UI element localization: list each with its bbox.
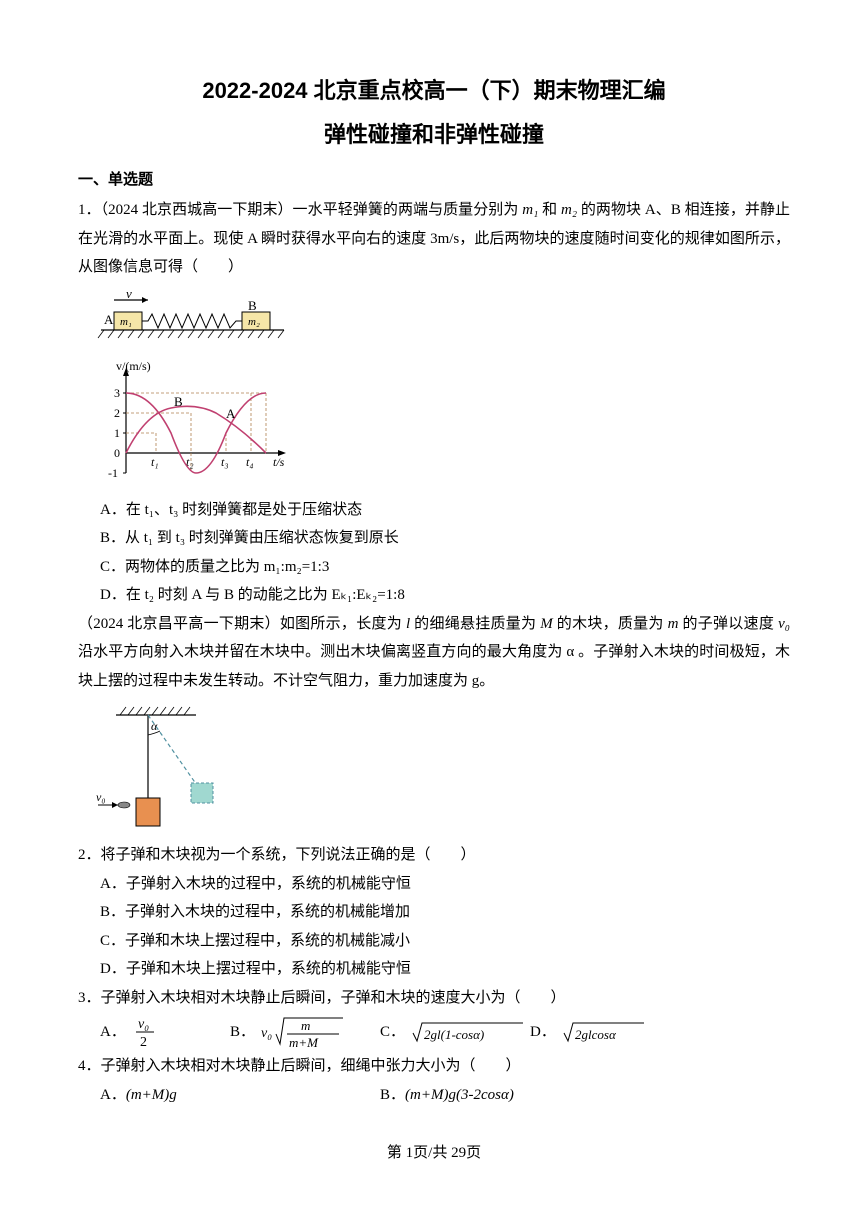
q3-opt-C: C． 2gl(1-cosα) <box>380 1012 530 1052</box>
q1-mid1: 和 <box>538 202 561 218</box>
q2-choice-C: C．子弹和木块上摆过程中，系统的机械能减小 <box>78 927 790 956</box>
page-footer: 第 1页/共 29页 <box>0 1139 868 1168</box>
q3-opt-D: D． 2glcosα <box>530 1012 650 1052</box>
angle-label: α <box>151 719 158 733</box>
xtick-t1: t₁ <box>151 455 159 469</box>
q3-B-label: B． <box>230 1018 255 1047</box>
q1-graph: v/(m/s) 3 2 1 0 -1 t₁ t₂ <box>96 358 790 488</box>
ytick-1: 1 <box>114 426 120 440</box>
q1-block-diagram: v A m₁ B m₂ <box>96 290 790 350</box>
y-axis-label: v/(m/s) <box>116 359 151 373</box>
block-A-mass: m₁ <box>120 316 132 328</box>
q4-stem: 4．子弹射入木块相对木块静止后瞬间，细绳中张力大小为（ ） <box>78 1052 790 1081</box>
ctx-M: M <box>540 616 553 632</box>
q3-C-label: C． <box>380 1018 405 1047</box>
ctx-5: 沿水平方向射入木块并留在木块中。测出木块偏离竖直方向的最大角度为 α 。子弹射入… <box>78 644 790 689</box>
doc-title-1: 2022-2024 北京重点校高一（下）期末物理汇编 <box>78 70 790 112</box>
q3-D-formula-svg: 2glcosα <box>562 1019 647 1045</box>
svg-text:v₀: v₀ <box>261 1026 272 1041</box>
q2-choice-B: B．子弹射入木块的过程中，系统的机械能增加 <box>78 898 790 927</box>
arrow-label: v <box>126 290 132 301</box>
curve-B-label: B <box>174 394 183 409</box>
ctx-m: m <box>668 616 679 632</box>
xtick-t4: t₄ <box>246 455 254 469</box>
svg-text:m: m <box>301 1018 310 1033</box>
svg-text:2glcosα: 2glcosα <box>575 1027 617 1042</box>
q1-choice-D: D．在 t₂ 时刻 A 与 B 的动能之比为 Eₖ₁:Eₖ₂=1:8 <box>78 581 790 610</box>
ctx-1: （2024 北京昌平高一下期末）如图所示，长度为 <box>78 616 406 632</box>
q2-stem: 2．将子弹和木块视为一个系统，下列说法正确的是（ ） <box>78 841 790 870</box>
q1-m2: m₂ <box>561 202 577 218</box>
q3-A-label: A． <box>100 1018 126 1047</box>
ytick-0: 0 <box>114 446 120 460</box>
ctx-2: 的细绳悬挂质量为 <box>410 616 540 632</box>
q3-opt-A: A． v₀ 2 <box>100 1012 230 1052</box>
bullet-label: v₀ <box>96 790 106 804</box>
q3-D-label: D． <box>530 1018 556 1047</box>
q4-opt-B: B．(m+M)g(3-2cosα) <box>380 1081 660 1110</box>
svg-text:2gl(1-cosα): 2gl(1-cosα) <box>424 1027 484 1042</box>
q2-context: （2024 北京昌平高一下期末）如图所示，长度为 l 的细绳悬挂质量为 M 的木… <box>78 610 790 696</box>
q4-options: A．(m+M)g B．(m+M)g(3-2cosα) <box>78 1081 790 1110</box>
q3-A-formula-svg: v₀ 2 <box>132 1014 162 1050</box>
block-B-mass: m₂ <box>248 316 260 328</box>
section-heading: 一、单选题 <box>78 166 790 195</box>
velocity-graph: v/(m/s) 3 2 1 0 -1 t₁ t₂ <box>96 358 296 488</box>
pendulum-svg: α v₀ <box>96 703 246 833</box>
block-B-label: B <box>248 298 257 313</box>
q4-opt-A: A．(m+M)g <box>100 1081 380 1110</box>
ctx-3: 的木块，质量为 <box>553 616 668 632</box>
q2-choice-A: A．子弹射入木块的过程中，系统的机械能守恒 <box>78 870 790 899</box>
q1-m1: m₁ <box>522 202 538 218</box>
q3-opt-B: B． v₀ m m+M <box>230 1012 380 1052</box>
xtick-t3: t₃ <box>221 455 229 469</box>
q3-C-formula-svg: 2gl(1-cosα) <box>411 1019 526 1045</box>
ctx-4: 的子弹以速度 <box>679 616 779 632</box>
doc-title-2: 弹性碰撞和非弹性碰撞 <box>78 114 790 156</box>
q1-stem: 1．（2024 北京西城高一下期末）一水平轻弹簧的两端与质量分别为 m₁ 和 m… <box>78 196 790 282</box>
pendulum-diagram: α v₀ <box>96 703 790 833</box>
ctx-v0: v₀ <box>778 616 790 632</box>
q3-B-formula-svg: v₀ m m+M <box>261 1012 351 1052</box>
q1-text-1: 1．（2024 北京西城高一下期末）一水平轻弹簧的两端与质量分别为 <box>78 202 522 218</box>
q1-choice-C: C．两物体的质量之比为 m₁:m₂=1:3 <box>78 553 790 582</box>
q4-B-formula: (m+M)g(3-2cosα) <box>405 1087 514 1103</box>
q4-A-formula: (m+M)g <box>126 1087 177 1103</box>
ytick-3: 3 <box>114 386 120 400</box>
block-A-label: A <box>104 312 114 327</box>
x-axis-label: t/s <box>273 455 285 469</box>
svg-text:m+M: m+M <box>289 1035 319 1050</box>
svg-text:v₀: v₀ <box>138 1017 149 1032</box>
q1-choice-B: B．从 t₁ 到 t₃ 时刻弹簧由压缩状态恢复到原长 <box>78 524 790 553</box>
ytick-2: 2 <box>114 406 120 420</box>
curve-A-label: A <box>226 406 236 421</box>
q3-options: A． v₀ 2 B． v₀ m m+M C． 2gl(1-cosα) D． 2g… <box>78 1012 790 1052</box>
q1-choice-A: A．在 t₁、t₃ 时刻弹簧都是处于压缩状态 <box>78 496 790 525</box>
svg-text:2: 2 <box>140 1035 147 1050</box>
q4-B-label: B． <box>380 1087 405 1103</box>
q2-choice-D: D．子弹和木块上摆过程中，系统的机械能守恒 <box>78 955 790 984</box>
q3-stem: 3．子弹射入木块相对木块静止后瞬间，子弹和木块的速度大小为（ ） <box>78 984 790 1013</box>
ytick-n1: -1 <box>108 466 118 480</box>
spring-diagram: v A m₁ B m₂ <box>96 290 286 350</box>
q4-A-label: A． <box>100 1087 126 1103</box>
